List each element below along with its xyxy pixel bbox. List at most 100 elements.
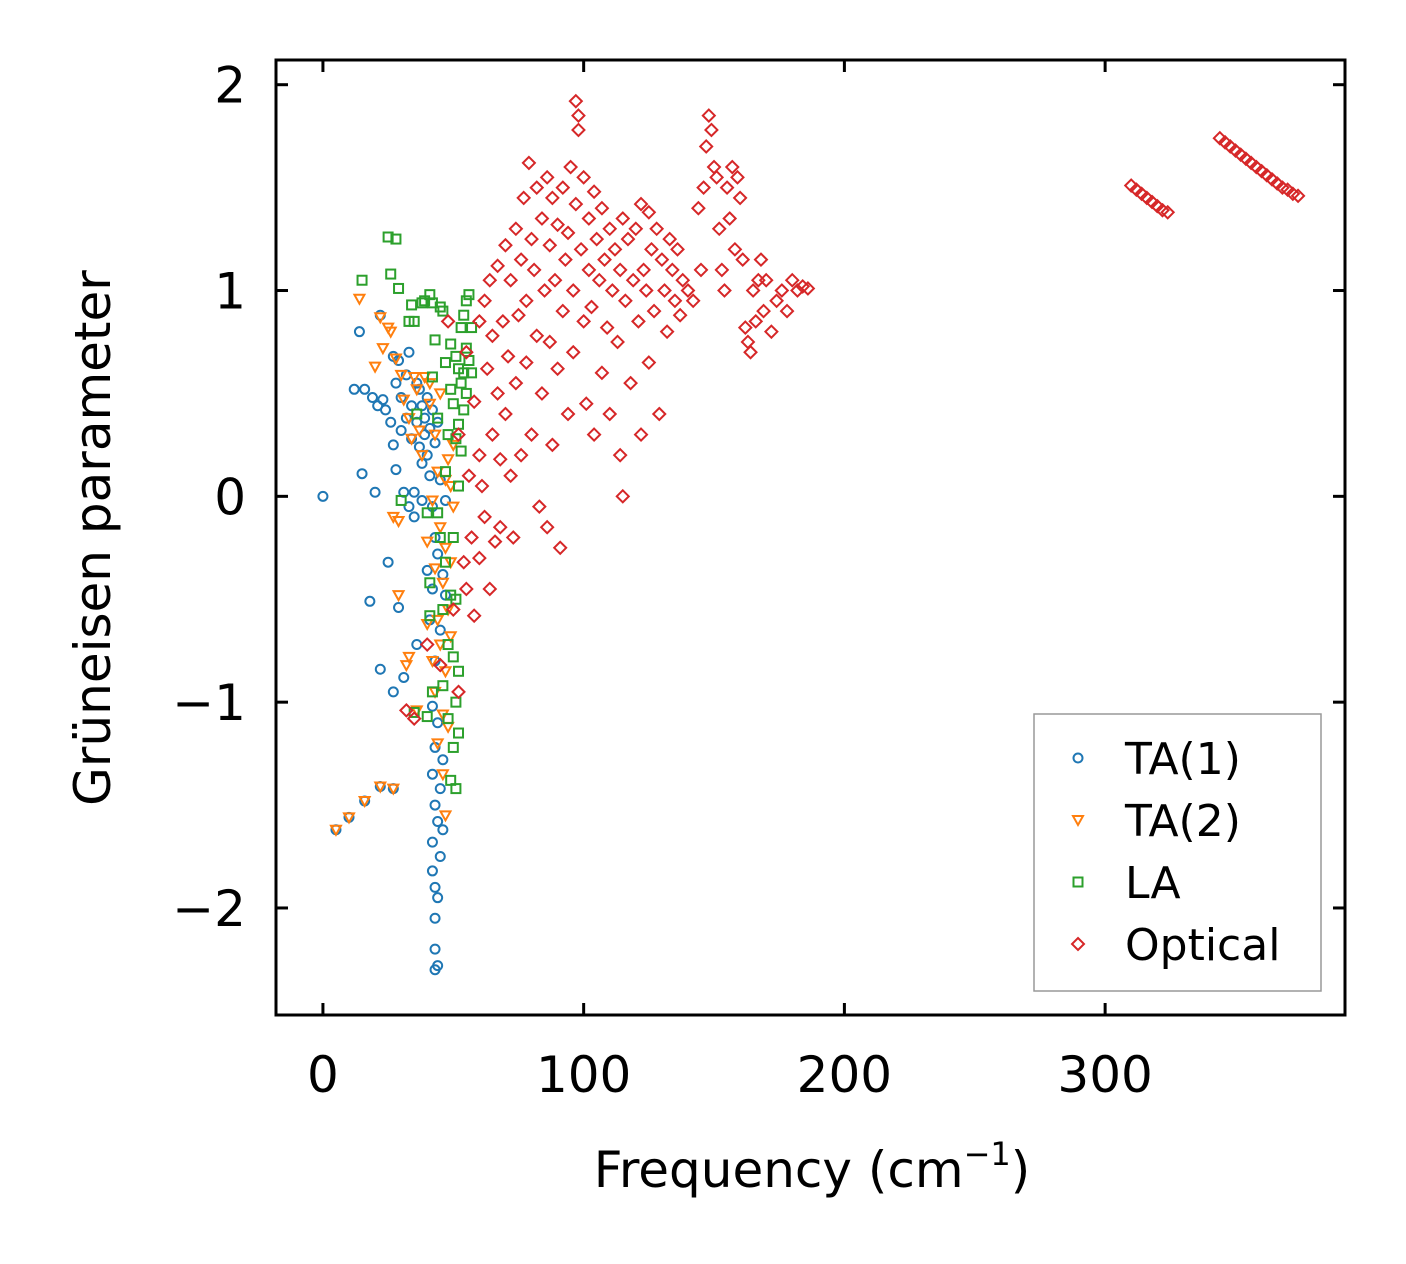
data-point	[377, 394, 389, 406]
legend-marker	[1070, 936, 1086, 952]
data-point	[408, 511, 420, 523]
data-point	[433, 388, 447, 401]
data-point	[586, 427, 602, 443]
data-point	[578, 396, 594, 412]
data-point	[408, 486, 420, 498]
data-point	[644, 241, 659, 257]
data-point	[763, 324, 779, 340]
data-point	[508, 375, 524, 391]
data-point	[466, 608, 482, 624]
data-point	[482, 581, 498, 597]
data-point	[421, 711, 433, 723]
data-point	[524, 231, 539, 247]
data-points	[317, 93, 1306, 976]
data-point	[421, 507, 433, 519]
data-point	[395, 424, 407, 436]
data-point	[382, 231, 394, 243]
data-point	[436, 769, 450, 782]
data-point	[662, 231, 678, 247]
data-point	[685, 293, 701, 309]
data-point	[450, 696, 462, 708]
data-point	[445, 383, 457, 395]
data-point	[368, 361, 382, 374]
data-point	[466, 367, 478, 379]
data-point	[492, 519, 508, 535]
data-point	[404, 433, 419, 446]
data-point	[432, 816, 444, 828]
data-point	[408, 315, 420, 327]
data-point	[433, 522, 447, 535]
data-point	[474, 478, 490, 494]
data-point	[450, 350, 462, 362]
data-point	[461, 468, 477, 484]
data-point	[429, 912, 441, 924]
data-point	[542, 237, 558, 253]
data-point	[659, 324, 675, 340]
data-point	[649, 221, 665, 237]
data-point	[547, 272, 563, 288]
data-point	[389, 353, 403, 366]
data-point	[406, 299, 418, 311]
data-point	[438, 542, 453, 555]
data-point	[617, 293, 633, 309]
data-point	[426, 865, 438, 877]
data-point	[426, 371, 438, 383]
data-point	[612, 262, 628, 278]
data-point	[482, 272, 498, 288]
data-point	[445, 602, 461, 617]
data-point	[460, 387, 472, 399]
data-point	[724, 159, 740, 175]
data-point	[544, 437, 560, 453]
data-point	[479, 361, 495, 377]
legend-marker	[1071, 815, 1085, 828]
legend-label-la: LA	[1125, 858, 1181, 909]
data-point	[460, 295, 472, 307]
data-point	[498, 406, 513, 422]
data-point	[460, 342, 472, 354]
data-point	[774, 283, 790, 298]
data-point	[568, 93, 584, 109]
x-axis-label: Frequency (cm−1)	[594, 1135, 1031, 1199]
data-point	[484, 328, 500, 344]
data-point	[453, 665, 465, 677]
data-point	[399, 660, 414, 673]
data-point	[439, 466, 451, 478]
data-point	[437, 824, 449, 836]
data-point	[407, 371, 421, 385]
data-point	[487, 534, 503, 550]
data-point	[456, 554, 472, 570]
data-point	[542, 334, 558, 350]
data-point	[560, 406, 576, 422]
data-point	[394, 369, 408, 382]
data-point	[432, 960, 444, 972]
data-point	[722, 211, 738, 226]
data-point	[373, 312, 387, 325]
data-point	[745, 283, 761, 298]
data-point	[732, 190, 748, 206]
data-point	[576, 169, 592, 185]
data-point	[581, 262, 597, 278]
data-point	[581, 211, 597, 226]
data-point	[719, 180, 735, 196]
data-point	[495, 313, 511, 329]
data-point	[353, 326, 365, 338]
data-point	[455, 377, 467, 389]
data-point	[421, 564, 433, 576]
data-point	[397, 394, 411, 407]
data-point	[425, 495, 440, 508]
data-point	[453, 727, 465, 739]
data-point	[526, 262, 542, 278]
data-point	[646, 303, 662, 319]
data-point	[434, 851, 446, 863]
data-point	[521, 155, 537, 171]
data-point	[447, 651, 459, 663]
data-point	[430, 738, 445, 751]
data-point	[641, 204, 657, 220]
data-point	[464, 530, 479, 545]
data-point	[552, 540, 568, 556]
data-point	[620, 231, 636, 247]
data-point	[471, 550, 487, 566]
legend-label-optical: Optical	[1125, 920, 1280, 971]
data-point	[534, 211, 550, 226]
data-point	[573, 241, 589, 257]
